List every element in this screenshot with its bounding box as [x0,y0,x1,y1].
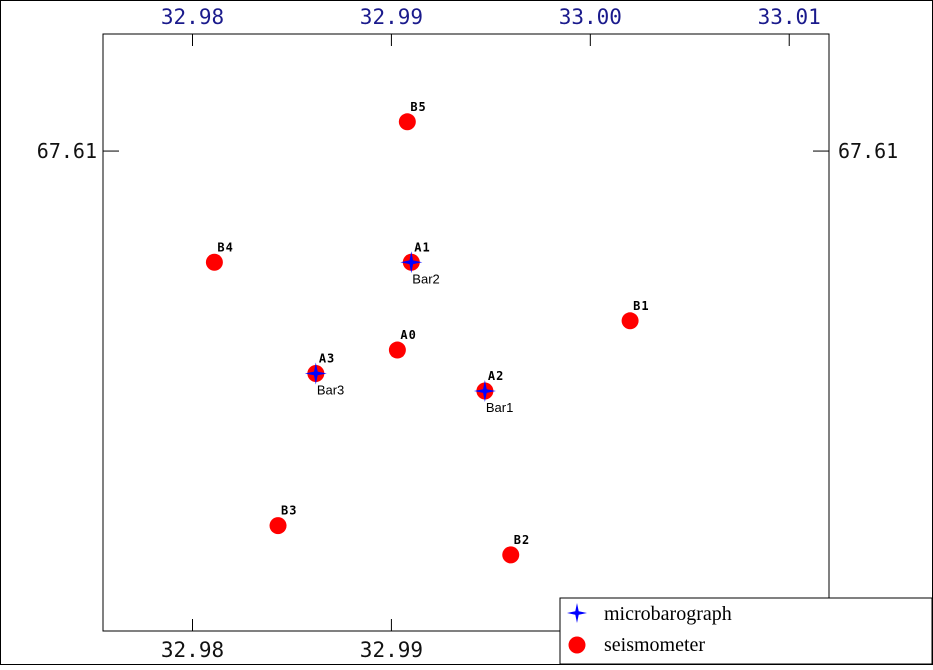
microbarograph-label-bar3: Bar3 [317,382,344,397]
x-tick-label-top: 33.01 [758,5,821,29]
axes-layer: 32.98 32.99 33.00 33.01 32.98 32.99 67.61 67.61 [37,5,898,662]
x-tick-label-bottom: 32.99 [360,638,423,662]
plot-frame [102,33,830,632]
legend-four-point-star-icon [567,603,587,623]
legend-label-seismometer: seismometer [604,634,705,656]
station-label-a1: A1 [414,240,430,254]
legend-label-microbarograph: microbarograph [604,603,732,625]
station-label-b1: B1 [633,299,649,313]
seismometer-point-b5 [398,113,416,131]
station-label-a2: A2 [488,369,504,383]
station-label-b2: B2 [514,533,530,547]
microbarograph-label-bar1: Bar1 [486,400,513,415]
station-label-a0: A0 [400,328,416,342]
x-tick-label-top: 33.00 [559,5,622,29]
legend: microbarograph seismometer [559,597,933,665]
x-tick-label-bottom: 32.98 [161,638,224,662]
microbarograph-point-bar1 [473,380,496,402]
legend-circle-icon [568,636,586,654]
seismometer-point-a0 [388,341,406,359]
legend-box [559,597,933,665]
seismometer-point-b1 [621,312,639,330]
microbarograph-label-bar2: Bar2 [412,271,439,286]
station-label-a3: A3 [319,351,335,365]
microbarograph-point-bar3 [304,362,327,385]
seismometer-point-b2 [502,546,520,564]
station-label-b4: B4 [217,240,233,254]
seismometer-point-b4 [205,253,223,271]
x-tick-label-top: 32.98 [161,5,224,29]
microbarograph-point-bar2 [400,251,423,274]
y-tick-label-left: 67.61 [37,139,97,163]
marks-layer: B5 B4 A1 B1 A0 A3 A2 B3 B2 Bar2 Bar3 Bar1 [205,100,649,564]
x-tick-label-top: 32.99 [360,5,423,29]
seismometer-point-b3 [269,517,287,535]
station-label-b3: B3 [281,504,297,518]
station-label-b5: B5 [410,100,426,114]
y-tick-label-right: 67.61 [838,139,898,163]
